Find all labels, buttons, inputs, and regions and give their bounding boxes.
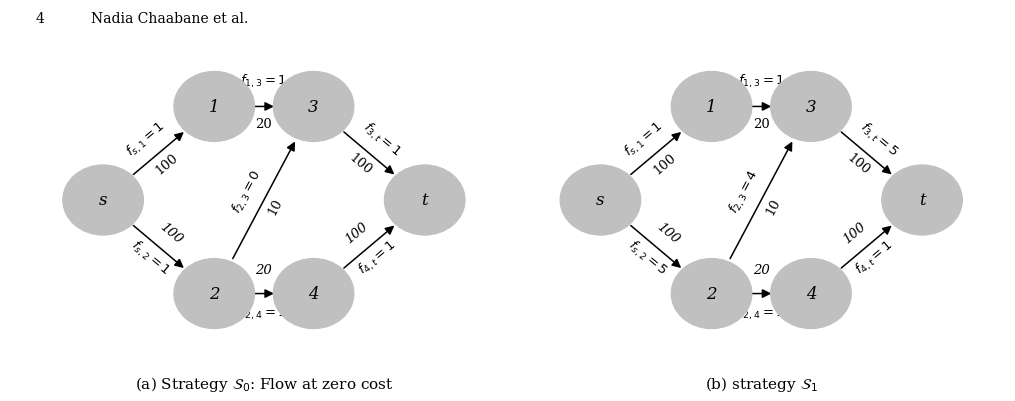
Text: t: t [919, 192, 926, 209]
Ellipse shape [273, 72, 354, 142]
Text: 4: 4 [309, 286, 319, 302]
Ellipse shape [882, 166, 962, 235]
Text: 20: 20 [256, 117, 272, 131]
Text: 100: 100 [651, 151, 678, 177]
Text: $f_{s,1}=1$: $f_{s,1}=1$ [620, 118, 667, 161]
Text: 100: 100 [840, 220, 868, 246]
Ellipse shape [560, 166, 640, 235]
Text: 4: 4 [36, 12, 45, 26]
Text: 2: 2 [209, 286, 219, 302]
Text: 3: 3 [806, 99, 816, 115]
Text: 1: 1 [209, 99, 219, 115]
Ellipse shape [671, 259, 752, 329]
Text: 100: 100 [844, 151, 872, 177]
Text: 4: 4 [806, 286, 816, 302]
Text: $f_{1,3}=1$: $f_{1,3}=1$ [241, 73, 287, 90]
Text: $f_{4,t}=1$: $f_{4,t}=1$ [355, 236, 400, 278]
Ellipse shape [671, 72, 752, 142]
Text: $f_{2,3}=4$: $f_{2,3}=4$ [726, 167, 763, 217]
Text: $f_{2,4}=1$: $f_{2,4}=1$ [241, 304, 287, 322]
Ellipse shape [174, 259, 255, 329]
Text: $f_{3,t}=1$: $f_{3,t}=1$ [358, 118, 404, 160]
Text: 20: 20 [256, 264, 272, 277]
Text: 100: 100 [153, 151, 181, 177]
Ellipse shape [174, 72, 255, 142]
Text: 100: 100 [347, 151, 375, 177]
Text: $f_{4,t}=1$: $f_{4,t}=1$ [853, 236, 897, 278]
Text: Nadia Chaabane et al.: Nadia Chaabane et al. [91, 12, 249, 26]
Text: 20: 20 [753, 264, 769, 277]
Text: 100: 100 [157, 220, 185, 246]
Text: (b) strategy $\mathcal{S}_1$: (b) strategy $\mathcal{S}_1$ [704, 374, 818, 393]
Text: $f_{2,4}=1$: $f_{2,4}=1$ [738, 304, 785, 322]
Text: 20: 20 [753, 117, 769, 131]
Text: $f_{s,2}=5$: $f_{s,2}=5$ [624, 236, 671, 279]
Ellipse shape [385, 166, 465, 235]
Text: t: t [421, 192, 428, 209]
Text: 1: 1 [706, 99, 717, 115]
Text: (a) Strategy $\mathcal{S}_0$: Flow at zero cost: (a) Strategy $\mathcal{S}_0$: Flow at ze… [135, 374, 393, 393]
Text: $f_{2,3}=0$: $f_{2,3}=0$ [228, 167, 266, 217]
Text: $f_{1,3}=1$: $f_{1,3}=1$ [738, 73, 785, 90]
Text: s: s [98, 192, 108, 209]
Text: s: s [596, 192, 605, 209]
Ellipse shape [63, 166, 143, 235]
Text: $f_{s,1}=1$: $f_{s,1}=1$ [123, 118, 170, 161]
Text: $f_{s,2}=1$: $f_{s,2}=1$ [127, 236, 174, 279]
Text: 10: 10 [266, 196, 285, 217]
Text: 100: 100 [343, 220, 370, 246]
Ellipse shape [770, 72, 852, 142]
Text: 2: 2 [706, 286, 717, 302]
Text: 10: 10 [763, 196, 783, 217]
Ellipse shape [273, 259, 354, 329]
Text: 100: 100 [655, 220, 682, 246]
Text: 3: 3 [309, 99, 319, 115]
Ellipse shape [770, 259, 852, 329]
Text: $f_{3,t}=5$: $f_{3,t}=5$ [856, 118, 901, 160]
